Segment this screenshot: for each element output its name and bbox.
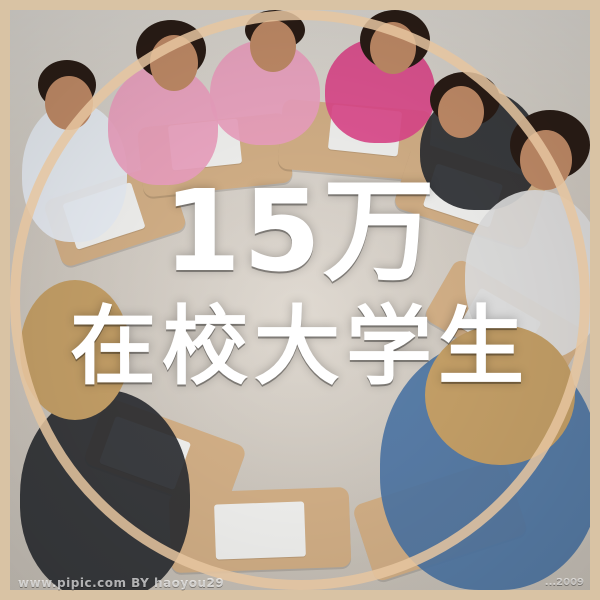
person-head bbox=[438, 86, 484, 138]
headline-subtitle: 在校大学生 bbox=[70, 297, 530, 397]
headline-count: 15万 bbox=[163, 167, 437, 297]
watermark-left: www.pipic.com BY haoyou29 bbox=[18, 576, 225, 590]
person-head bbox=[520, 130, 572, 190]
person-head bbox=[250, 20, 296, 72]
person-hair bbox=[425, 325, 575, 465]
person-head bbox=[45, 76, 93, 130]
person-head bbox=[150, 35, 198, 91]
paper bbox=[214, 501, 306, 560]
background-photo bbox=[10, 10, 590, 590]
person-hair bbox=[20, 280, 130, 420]
person bbox=[20, 390, 190, 590]
person-head bbox=[370, 22, 416, 74]
watermark-right: ...2009 bbox=[544, 577, 584, 588]
